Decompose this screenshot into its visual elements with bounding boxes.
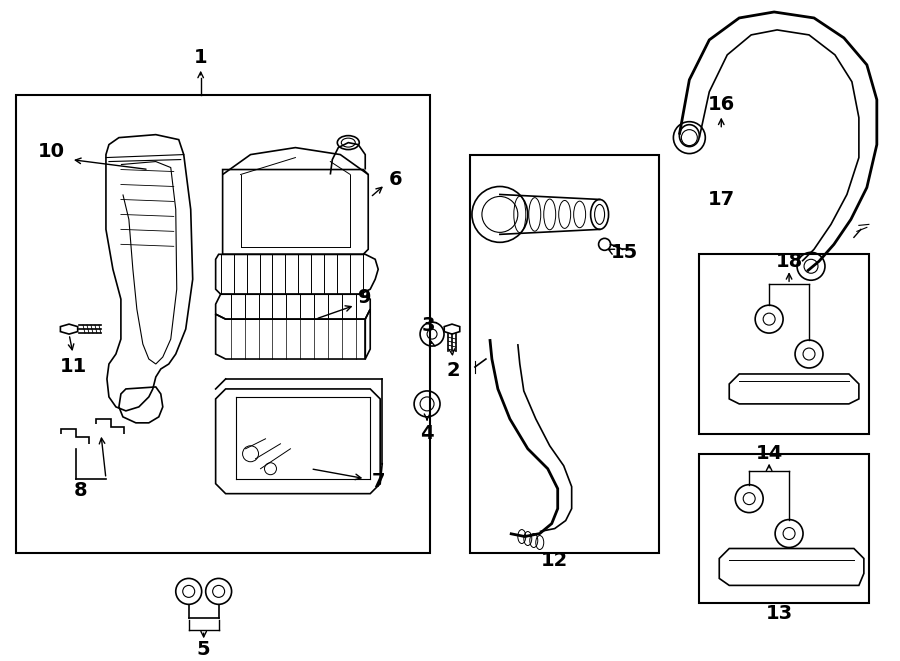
Bar — [699, 254, 868, 434]
Text: 3: 3 — [421, 315, 435, 334]
Bar — [470, 155, 660, 553]
Text: 4: 4 — [420, 424, 434, 444]
Text: 16: 16 — [707, 95, 735, 114]
Text: 13: 13 — [766, 604, 793, 623]
Text: 5: 5 — [197, 640, 211, 659]
Text: 7: 7 — [372, 472, 385, 491]
Bar — [699, 453, 868, 603]
Text: 11: 11 — [59, 358, 86, 377]
Text: 14: 14 — [755, 444, 783, 463]
Text: 6: 6 — [388, 170, 402, 189]
Text: 1: 1 — [194, 48, 208, 67]
Text: 15: 15 — [611, 243, 638, 262]
Bar — [16, 95, 430, 553]
Text: 12: 12 — [541, 551, 568, 570]
Text: 8: 8 — [74, 481, 88, 500]
Text: 2: 2 — [446, 362, 460, 381]
Text: 9: 9 — [358, 288, 372, 307]
Text: 10: 10 — [38, 142, 65, 161]
Text: 18: 18 — [776, 252, 803, 271]
Text: 17: 17 — [707, 190, 734, 209]
